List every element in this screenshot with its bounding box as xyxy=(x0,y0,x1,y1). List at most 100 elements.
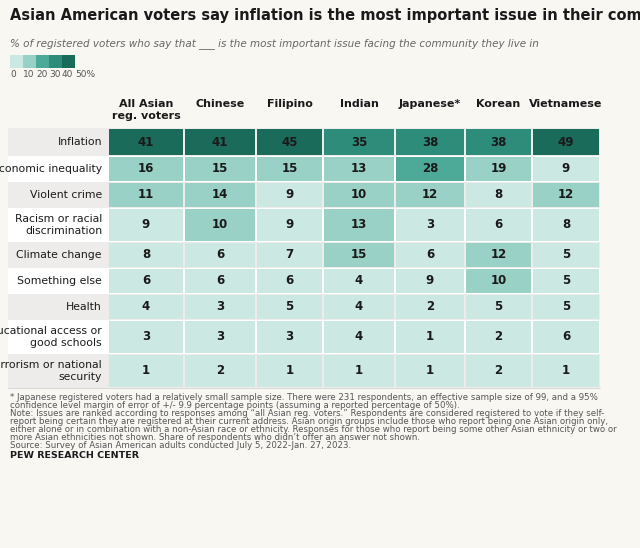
Bar xyxy=(8,354,600,388)
Text: Filipino: Filipino xyxy=(267,99,312,109)
Bar xyxy=(324,295,394,319)
Bar xyxy=(109,269,183,293)
Bar xyxy=(257,321,322,353)
Text: Chinese: Chinese xyxy=(195,99,244,109)
Text: 4: 4 xyxy=(355,300,363,313)
Bar xyxy=(324,269,394,293)
Bar xyxy=(466,355,531,387)
Bar xyxy=(466,209,531,241)
Text: 5: 5 xyxy=(562,300,570,313)
Bar xyxy=(109,157,183,181)
Bar xyxy=(533,209,599,241)
Bar xyxy=(8,128,600,156)
Text: Inflation: Inflation xyxy=(58,137,102,147)
Text: 40: 40 xyxy=(62,70,74,79)
Text: 9: 9 xyxy=(426,275,434,288)
Bar xyxy=(8,242,600,268)
Bar xyxy=(533,355,599,387)
Text: 3: 3 xyxy=(216,300,224,313)
Text: PEW RESEARCH CENTER: PEW RESEARCH CENTER xyxy=(10,451,139,460)
Bar xyxy=(8,96,600,128)
Text: 11: 11 xyxy=(138,189,154,202)
Text: 38: 38 xyxy=(422,135,438,149)
Text: 15: 15 xyxy=(212,163,228,175)
Text: 1: 1 xyxy=(562,364,570,378)
Text: 28: 28 xyxy=(422,163,438,175)
Bar xyxy=(23,55,36,68)
Text: 0: 0 xyxy=(10,70,16,79)
Bar xyxy=(533,129,599,155)
Bar xyxy=(396,243,464,267)
Text: 13: 13 xyxy=(351,219,367,231)
Text: 10: 10 xyxy=(490,275,507,288)
Text: 8: 8 xyxy=(494,189,502,202)
Text: Something else: Something else xyxy=(17,276,102,286)
Bar xyxy=(257,243,322,267)
Text: 9: 9 xyxy=(285,189,294,202)
Text: Terrorism or national
security: Terrorism or national security xyxy=(0,360,102,382)
Text: Economic inequality: Economic inequality xyxy=(0,164,102,174)
Bar xyxy=(533,157,599,181)
Bar xyxy=(257,183,322,207)
Bar xyxy=(185,157,255,181)
Bar xyxy=(8,320,600,354)
Text: 3: 3 xyxy=(426,219,434,231)
Text: 1: 1 xyxy=(426,330,434,344)
Bar xyxy=(257,209,322,241)
Bar xyxy=(8,268,600,294)
Text: 1: 1 xyxy=(426,364,434,378)
Text: 10: 10 xyxy=(212,219,228,231)
Bar xyxy=(257,157,322,181)
Text: All Asian
reg. voters: All Asian reg. voters xyxy=(111,99,180,121)
Text: 3: 3 xyxy=(216,330,224,344)
Bar xyxy=(109,321,183,353)
Text: 6: 6 xyxy=(562,330,570,344)
Text: Violent crime: Violent crime xyxy=(29,190,102,200)
Text: Health: Health xyxy=(67,302,102,312)
Text: Note: Issues are ranked according to responses among “all Asian reg. voters.” Re: Note: Issues are ranked according to res… xyxy=(10,409,604,418)
Bar xyxy=(466,321,531,353)
Text: 6: 6 xyxy=(426,248,434,261)
Bar xyxy=(8,182,600,208)
Text: confidence level margin of error of +/- 9.9 percentage points (assuming a report: confidence level margin of error of +/- … xyxy=(10,401,460,410)
Text: more Asian ethnicities not shown. Share of respondents who didn’t offer an answe: more Asian ethnicities not shown. Share … xyxy=(10,433,420,442)
Text: 6: 6 xyxy=(216,275,224,288)
Text: Racism or racial
discrimination: Racism or racial discrimination xyxy=(15,214,102,236)
Bar xyxy=(533,321,599,353)
Text: 12: 12 xyxy=(422,189,438,202)
Bar xyxy=(324,183,394,207)
Bar xyxy=(396,355,464,387)
Bar xyxy=(10,55,23,68)
Text: 4: 4 xyxy=(142,300,150,313)
Bar xyxy=(109,295,183,319)
Text: 41: 41 xyxy=(212,135,228,149)
Text: 7: 7 xyxy=(285,248,294,261)
Bar xyxy=(466,295,531,319)
Text: 12: 12 xyxy=(490,248,507,261)
Text: 1: 1 xyxy=(285,364,294,378)
Text: 2: 2 xyxy=(495,330,502,344)
Bar xyxy=(109,243,183,267)
Bar xyxy=(185,243,255,267)
Text: 5: 5 xyxy=(285,300,294,313)
Text: 12: 12 xyxy=(558,189,574,202)
Bar xyxy=(533,269,599,293)
Bar xyxy=(185,183,255,207)
Text: 10: 10 xyxy=(351,189,367,202)
Text: 2: 2 xyxy=(495,364,502,378)
Text: 3: 3 xyxy=(142,330,150,344)
Bar xyxy=(109,183,183,207)
Bar xyxy=(396,183,464,207)
Text: 38: 38 xyxy=(490,135,507,149)
Bar xyxy=(533,243,599,267)
Bar xyxy=(324,321,394,353)
Text: % of registered voters who say that ___ is the most important issue facing the c: % of registered voters who say that ___ … xyxy=(10,38,539,49)
Bar xyxy=(324,209,394,241)
Text: 9: 9 xyxy=(285,219,294,231)
Bar xyxy=(49,55,62,68)
Bar xyxy=(466,129,531,155)
Bar xyxy=(396,269,464,293)
Text: 15: 15 xyxy=(282,163,298,175)
Bar xyxy=(185,321,255,353)
Text: 41: 41 xyxy=(138,135,154,149)
